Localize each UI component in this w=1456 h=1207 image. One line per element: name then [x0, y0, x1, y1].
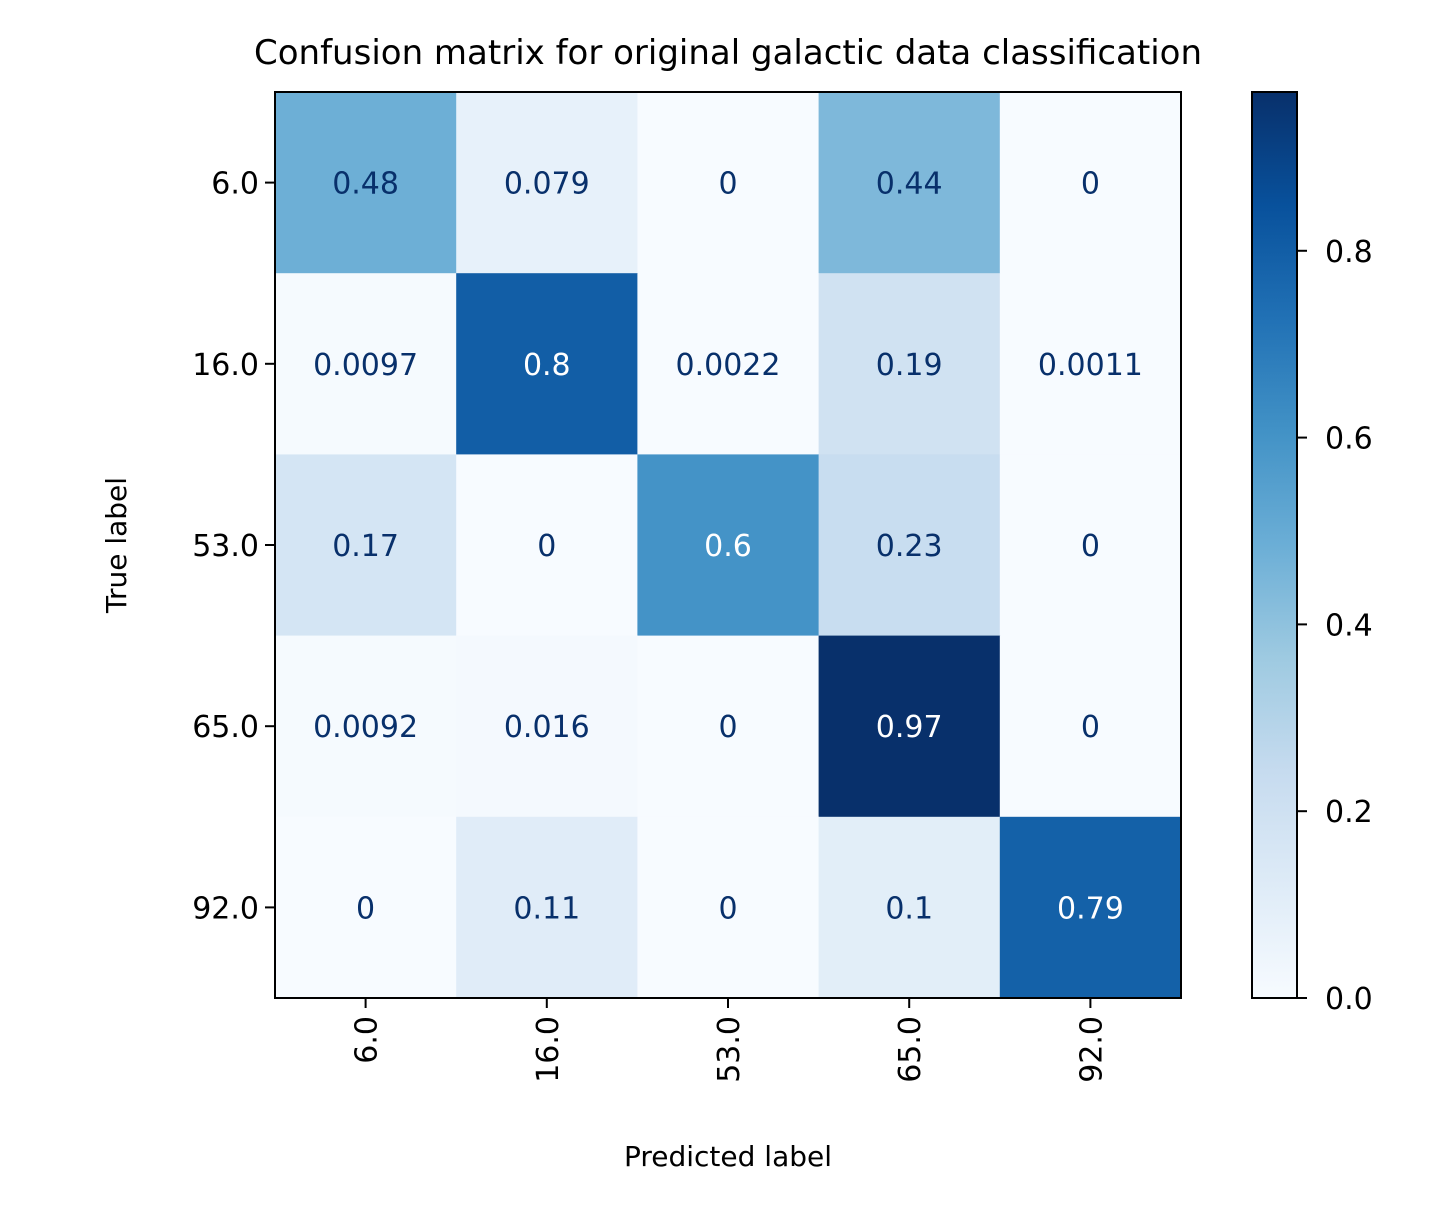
heatmap-cell-r4-c0 — [275, 816, 457, 999]
heatmap-cell-r0-c4 — [999, 92, 1182, 274]
y-tick-label-1: 16.0 — [192, 348, 259, 383]
x-axis-label: Predicted label — [624, 1140, 832, 1173]
heatmap-cell-label-r3-c1: 0.016 — [504, 710, 590, 745]
x-tick-label-2: 53.0 — [712, 1016, 747, 1083]
heatmap-cell-r0-c1 — [456, 92, 638, 274]
heatmap-cell-r2-c2 — [637, 454, 820, 637]
heatmap-cell-r2-c4 — [999, 454, 1182, 637]
heatmap-cell-r4-c1 — [456, 816, 638, 999]
heatmap-cell-label-r1-c3: 0.19 — [876, 348, 943, 383]
heatmap-cell-label-r3-c2: 0 — [718, 710, 737, 745]
colorbar-tick-label-0: 0.0 — [1325, 982, 1373, 1017]
heatmap-cell-label-r4-c1: 0.11 — [513, 891, 580, 926]
heatmap-cell-label-r4-c4: 0.79 — [1057, 891, 1124, 926]
x-tick-label-4: 92.0 — [1074, 1016, 1109, 1083]
heatmap-cell-r2-c1 — [456, 454, 638, 637]
y-tick-label-4: 92.0 — [192, 891, 259, 926]
colorbar — [1251, 91, 1298, 999]
heatmap-cell-r2-c0 — [275, 454, 457, 637]
heatmap-cell-r3-c2 — [637, 635, 820, 818]
heatmap-cell-r4-c3 — [818, 816, 1001, 999]
heatmap-cell-r4-c4 — [999, 816, 1182, 999]
x-tick-label-1: 16.0 — [531, 1016, 566, 1083]
heatmap-cell-labels: 0.48 0.079 0 0.44 0 0.0097 0.8 0.0022 0.19 0.0011… — [313, 167, 1143, 927]
y-tick-label-0: 6.0 — [211, 167, 259, 202]
heatmap-cell-label-r1-c4: 0.0011 — [1038, 348, 1143, 383]
heatmap-cell-label-r3-c3: 0.97 — [876, 710, 943, 745]
heatmap-cell-r2-c3 — [818, 454, 1001, 637]
x-tick-label-0: 6.0 — [350, 1016, 385, 1064]
heatmap-cell-label-r2-c3: 0.23 — [876, 529, 943, 564]
heatmap-cell-label-r1-c1: 0.8 — [523, 348, 571, 383]
y-tick-label-2: 53.0 — [192, 529, 259, 564]
colorbar-tick-label-4: 0.8 — [1325, 235, 1373, 270]
heatmap-cell-r3-c4 — [999, 635, 1182, 818]
heatmap-cell-label-r3-c4: 0 — [1081, 710, 1100, 745]
heatmap-cell-r3-c1 — [456, 635, 638, 818]
heatmap-cell-label-r2-c4: 0 — [1081, 529, 1100, 564]
heatmap-cell-label-r2-c1: 0 — [537, 529, 556, 564]
heatmap-cell-r0-c0 — [275, 92, 457, 274]
heatmap-cell-label-r0-c2: 0 — [718, 167, 737, 202]
heatmap-cell-r1-c1 — [456, 273, 638, 455]
chart-title: Confusion matrix for original galactic d… — [254, 33, 1202, 73]
heatmap-cell-r1-c3 — [818, 273, 1001, 455]
y-tick-label-3: 65.0 — [192, 710, 259, 745]
heatmap-cell-r0-c2 — [637, 92, 820, 274]
heatmap-cell-label-r4-c2: 0 — [718, 891, 737, 926]
heatmap-cell-label-r0-c3: 0.44 — [876, 167, 943, 202]
heatmap-cell-r0-c3 — [818, 92, 1001, 274]
y-axis-ticks: 6.0 16.0 53.0 65.0 92.0 — [192, 167, 275, 926]
heatmap-cell-label-r1-c0: 0.0097 — [313, 348, 418, 383]
heatmap-cells — [275, 92, 1182, 999]
colorbar-tick-label-3: 0.6 — [1325, 422, 1373, 457]
heatmap-cell-r4-c2 — [637, 816, 820, 999]
colorbar-ticks: 0.0 0.2 0.4 0.6 0.8 — [1297, 235, 1373, 1017]
heatmap-cell-r3-c3 — [818, 635, 1001, 818]
heatmap-cell-label-r0-c4: 0 — [1081, 167, 1100, 202]
heatmap-cell-label-r0-c1: 0.079 — [504, 167, 590, 202]
heatmap-cell-label-r0-c0: 0.48 — [332, 167, 399, 202]
colorbar-tick-label-1: 0.2 — [1325, 795, 1373, 830]
x-tick-label-3: 65.0 — [893, 1016, 928, 1083]
heatmap-cell-label-r3-c0: 0.0092 — [313, 710, 418, 745]
heatmap-cell-label-r2-c0: 0.17 — [332, 529, 399, 564]
heatmap-cell-r1-c2 — [637, 273, 820, 455]
heatmap-cell-r3-c0 — [275, 635, 457, 818]
x-axis-ticks: 6.0 16.0 53.0 65.0 92.0 — [350, 998, 1109, 1083]
heatmap-cell-label-r1-c2: 0.0022 — [676, 348, 781, 383]
heatmap-cell-label-r4-c3: 0.1 — [885, 891, 933, 926]
heatmap-cell-r1-c0 — [275, 273, 457, 455]
heatmap-cell-r1-c4 — [999, 273, 1182, 455]
heatmap-cell-label-r4-c0: 0 — [356, 891, 375, 926]
y-axis-label: True label — [100, 477, 133, 614]
colorbar-tick-label-2: 0.4 — [1325, 608, 1373, 643]
heatmap-cell-label-r2-c2: 0.6 — [704, 529, 752, 564]
